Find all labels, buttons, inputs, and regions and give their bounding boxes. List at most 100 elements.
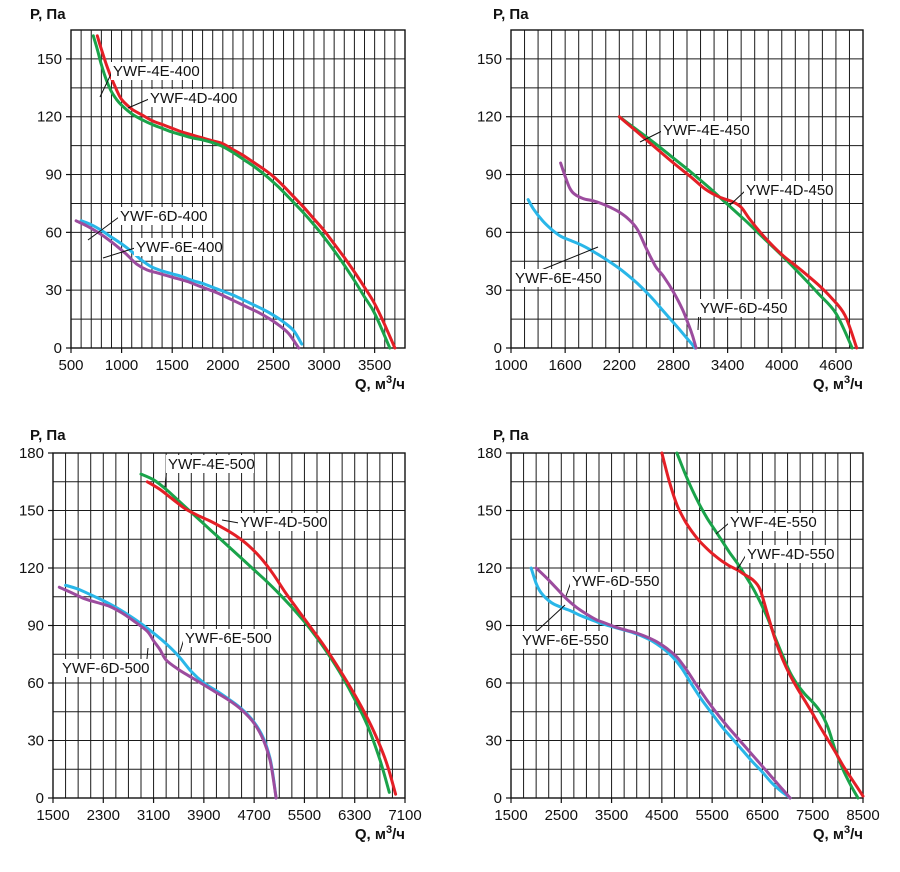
x-tick-label: 1500 — [156, 357, 189, 374]
label-background — [111, 62, 199, 80]
y-tick-label: 150 — [477, 51, 502, 68]
series-label: YWF-6E-550 — [522, 632, 609, 649]
label-leader-line — [736, 554, 747, 571]
label-background — [148, 89, 236, 107]
grid — [511, 453, 863, 798]
label-background — [166, 455, 254, 473]
x-tick-label: 4700 — [237, 807, 270, 824]
y-axis-title: P, Па — [493, 427, 529, 444]
y-tick-label: 150 — [477, 503, 502, 520]
series-line-ywf-6e-450 — [526, 198, 697, 350]
series-line-ywf-4e-450 — [617, 115, 854, 350]
y-axis-title: P, Па — [30, 6, 66, 23]
label-background — [238, 513, 326, 531]
series-line-ywf-6e-500 — [64, 583, 278, 800]
x-tick-label: 1000 — [494, 357, 527, 374]
series-label: YWF-6D-500 — [62, 660, 150, 677]
series-label: YWF-4E-550 — [730, 514, 817, 531]
x-tick-label: 7500 — [796, 807, 829, 824]
label-background — [661, 121, 749, 139]
x-tick-label: 2800 — [657, 357, 690, 374]
y-tick-label: 30 — [485, 282, 502, 299]
y-tick-label: 60 — [485, 224, 502, 241]
x-tick-label: 2200 — [603, 357, 636, 374]
x-axis-title: Q, м3/ч — [355, 374, 405, 393]
y-tick-label: 0 — [54, 340, 62, 357]
x-tick-label: 1000 — [105, 357, 138, 374]
label-background — [118, 207, 206, 225]
y-axis-title: P, Па — [30, 427, 66, 444]
y-tick-label: 30 — [27, 733, 44, 750]
chart-panel-4: 1500 2500 3500 4500 5500 6500 7500 8500 0 30 60 90 1… — [477, 427, 880, 843]
x-tick-label: 8500 — [846, 807, 879, 824]
label-background — [60, 659, 148, 677]
label-leader-line — [87, 216, 120, 241]
x-tick-label: 2000 — [206, 357, 239, 374]
x-tick-label: 4000 — [765, 357, 798, 374]
label-background — [698, 299, 786, 317]
x-tick-label: 4600 — [819, 357, 852, 374]
series-label: YWF-4D-550 — [747, 546, 835, 563]
label-leader-line — [99, 71, 113, 98]
x-tick-label: 500 — [58, 357, 83, 374]
chart-panel-3: 1500 2300 3100 3900 4700 5500 6300 7100 0 30 60 90 1… — [19, 427, 422, 843]
y-tick-label: 150 — [19, 503, 44, 520]
series-label: YWF-6E-450 — [515, 270, 602, 287]
x-tick-label: 3400 — [711, 357, 744, 374]
y-tick-label: 30 — [485, 733, 502, 750]
y-tick-label: 120 — [477, 109, 502, 126]
label-leader-line — [221, 519, 240, 524]
y-tick-label: 120 — [477, 560, 502, 577]
y-axis-title: P, Па — [493, 6, 529, 23]
x-tick-label: 7100 — [388, 807, 421, 824]
label-background — [520, 631, 608, 649]
series-label: YWF-4D-450 — [746, 182, 834, 199]
series-label: YWF-4E-400 — [113, 63, 200, 80]
y-tick-label: 0 — [494, 340, 502, 357]
label-background — [744, 181, 832, 199]
y-tick-label: 120 — [19, 560, 44, 577]
series-label: YWF-4E-450 — [663, 122, 750, 139]
series-line-ywf-6e-400 — [74, 219, 301, 350]
series-line-ywf-4d-500 — [145, 480, 398, 796]
y-tick-label: 0 — [36, 790, 44, 807]
x-tick-label: 3000 — [307, 357, 340, 374]
series-label: YWF-6E-400 — [136, 239, 223, 256]
y-tick-label: 120 — [37, 109, 62, 126]
x-tick-label: 1600 — [548, 357, 581, 374]
x-axis-title: Q, м3/ч — [355, 824, 405, 843]
label-leader-line — [729, 190, 746, 206]
y-tick-label: 150 — [37, 51, 62, 68]
x-tick-label: 2500 — [257, 357, 290, 374]
y-tick-label: 180 — [477, 445, 502, 462]
series-line-ywf-6d-500 — [57, 585, 278, 800]
x-axis-title: Q, м3/ч — [813, 824, 863, 843]
label-background — [745, 545, 833, 563]
y-tick-label: 60 — [45, 224, 62, 241]
label-background — [728, 513, 816, 531]
y-tick-label: 180 — [19, 445, 44, 462]
label-background — [570, 572, 658, 590]
series-label: YWF-6D-400 — [120, 208, 208, 225]
y-tick-label: 60 — [27, 675, 44, 692]
series-label: YWF-6D-550 — [572, 573, 660, 590]
y-tick-label: 60 — [485, 675, 502, 692]
x-tick-label: 6500 — [746, 807, 779, 824]
y-tick-label: 30 — [45, 282, 62, 299]
label-leader-line — [715, 522, 730, 535]
series-line-ywf-6d-550 — [534, 566, 792, 800]
label-background — [513, 269, 601, 287]
series-label: YWF-4E-500 — [168, 456, 255, 473]
series-line-ywf-4d-400 — [91, 34, 392, 350]
series-line-ywf-4d-450 — [617, 115, 859, 350]
series-line-ywf-6e-550 — [529, 566, 792, 800]
series-line-ywf-4d-550 — [660, 451, 865, 798]
series-line-ywf-4e-400 — [95, 34, 397, 350]
grid — [53, 453, 405, 798]
x-tick-label: 3900 — [187, 807, 220, 824]
series-line-ywf-6d-450 — [559, 161, 698, 350]
plot-frame — [510, 29, 864, 349]
x-tick-label: 3100 — [137, 807, 170, 824]
chart-panel-2: 1000 1600 2200 2800 3400 4000 4600 0 30 60 90 120 15… — [477, 6, 864, 393]
